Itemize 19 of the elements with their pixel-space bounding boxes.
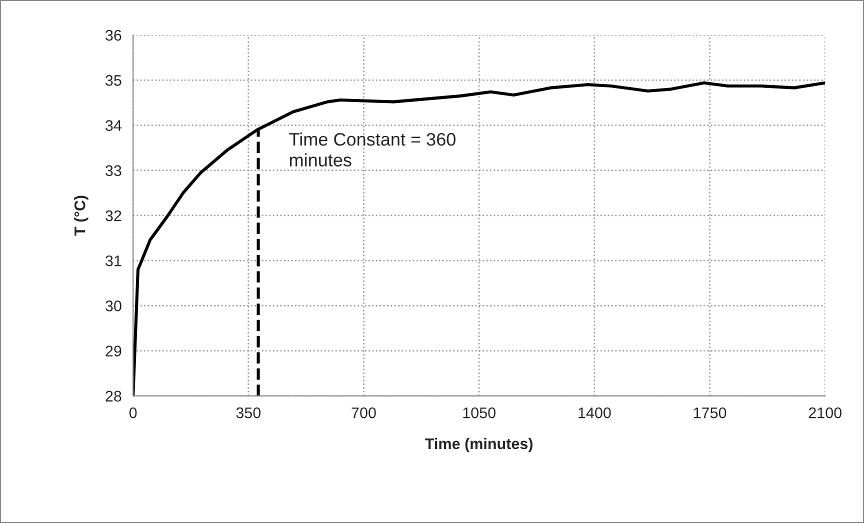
y-tick-label: 34 bbox=[106, 120, 122, 131]
x-tick-label: 0 bbox=[129, 407, 137, 418]
y-tick-label: 33 bbox=[106, 165, 122, 176]
x-tick-label: 1750 bbox=[694, 407, 726, 418]
x-tick-label: 2100 bbox=[808, 407, 842, 418]
y-tick-label: 35 bbox=[106, 75, 122, 86]
y-tick-label: 31 bbox=[106, 255, 122, 266]
y-tick-label: 28 bbox=[106, 390, 122, 402]
x-axis-title: Time (minutes) bbox=[425, 438, 533, 452]
y-axis-title: T (°C) bbox=[74, 196, 88, 236]
x-tick-label: 1050 bbox=[463, 407, 496, 418]
y-tick-label: 29 bbox=[106, 346, 122, 356]
y-tick-label: 30 bbox=[106, 300, 122, 312]
x-tick-label: 700 bbox=[352, 407, 376, 418]
y-tick-label: 32 bbox=[106, 210, 122, 222]
annotation: Time Constant = 360 minutes bbox=[289, 132, 456, 166]
y-tick-label: 36 bbox=[106, 30, 122, 41]
x-tick-label: 350 bbox=[236, 407, 261, 418]
x-tick-label: 1400 bbox=[578, 407, 611, 418]
